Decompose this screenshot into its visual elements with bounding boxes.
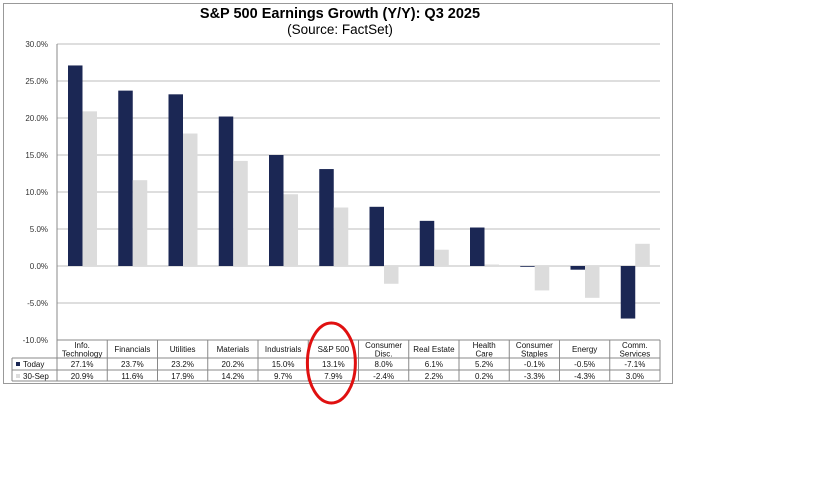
data-label: -2.4%	[373, 372, 394, 381]
data-label: 20.9%	[71, 372, 94, 381]
data-label: -0.1%	[524, 360, 545, 369]
chart-frame	[3, 3, 673, 384]
y-tick-label: 30.0%	[25, 40, 48, 49]
category-label: Disc.	[375, 350, 393, 359]
data-label: -7.1%	[624, 360, 645, 369]
category-label: Care	[475, 350, 493, 359]
legend-label: Today	[23, 360, 44, 369]
data-label: 9.7%	[274, 372, 292, 381]
bar-today-2	[168, 94, 183, 266]
category-label: Industrials	[265, 345, 301, 354]
bar-today-9	[520, 266, 535, 267]
bar-today-6	[369, 206, 384, 266]
category-label: Materials	[217, 345, 249, 354]
chart-title: S&P 500 Earnings Growth (Y/Y): Q3 2025	[199, 6, 481, 22]
category-label: Financials	[114, 345, 150, 354]
bar-30-sep-9	[534, 266, 550, 291]
category-label: Technology	[62, 350, 102, 359]
data-label: -3.3%	[524, 372, 545, 381]
category-label: Real Estate	[413, 345, 455, 354]
bar-30-sep-7	[434, 249, 449, 266]
bar-30-sep-6	[384, 266, 399, 284]
category-label: Staples	[521, 350, 548, 359]
data-label: 13.1%	[322, 360, 345, 369]
data-label: 23.7%	[121, 360, 144, 369]
bar-today-1	[118, 90, 133, 267]
bar-30-sep-2	[183, 133, 198, 266]
bar-30-sep-0	[82, 111, 97, 266]
bar-30-sep-1	[132, 180, 148, 266]
annotation-circle	[305, 321, 357, 405]
bar-today-0	[68, 65, 83, 267]
data-label: 2.2%	[425, 372, 443, 381]
chart-subtitle: (Source: FactSet)	[287, 22, 393, 37]
legend-label: 30-Sep	[23, 372, 49, 381]
bar-30-sep-5	[333, 207, 349, 266]
data-label: 11.6%	[121, 372, 143, 381]
category-label: Health	[473, 341, 496, 350]
category-label: Energy	[572, 345, 597, 354]
bar-30-sep-10	[585, 266, 600, 298]
data-label: 7.9%	[324, 372, 342, 381]
bar-today-7	[419, 220, 435, 266]
bar-30-sep-3	[233, 160, 248, 266]
data-label: 20.2%	[222, 360, 245, 369]
y-tick-label: 10.0%	[25, 188, 48, 197]
data-label: -4.3%	[574, 372, 595, 381]
data-label: 3.0%	[626, 372, 644, 381]
data-label: 8.0%	[375, 360, 393, 369]
data-label: 15.0%	[272, 360, 295, 369]
data-label: 6.1%	[425, 360, 443, 369]
bar-today-11	[620, 266, 636, 319]
category-label: Comm.	[622, 341, 648, 350]
legend-swatch-0	[16, 362, 20, 366]
y-tick-label: 0.0%	[30, 262, 48, 271]
bar-today-5	[319, 169, 334, 266]
bar-today-3	[218, 116, 234, 267]
category-label: Utilities	[170, 345, 196, 354]
bar-30-sep-8	[484, 264, 499, 266]
y-tick-label: -5.0%	[27, 299, 48, 308]
category-label: Consumer	[365, 341, 402, 350]
data-label: 5.2%	[475, 360, 493, 369]
data-label: 27.1%	[71, 360, 94, 369]
y-tick-label: 20.0%	[25, 114, 48, 123]
y-tick-label: 25.0%	[25, 77, 48, 86]
data-label: 17.9%	[171, 372, 194, 381]
category-label: S&P 500	[318, 345, 350, 354]
y-tick-label: 5.0%	[30, 225, 48, 234]
data-label: 23.2%	[171, 360, 194, 369]
bar-today-10	[570, 266, 585, 270]
data-label: 0.2%	[475, 372, 493, 381]
bar-30-sep-4	[283, 194, 298, 266]
data-label: -0.5%	[574, 360, 595, 369]
bar-today-8	[470, 227, 485, 266]
data-label: 14.2%	[222, 372, 245, 381]
y-tick-label: -10.0%	[23, 336, 48, 345]
bar-30-sep-11	[635, 243, 650, 266]
bar-today-4	[269, 155, 284, 266]
category-label: Services	[620, 350, 651, 359]
category-label: Consumer	[516, 341, 553, 350]
category-label: Info.	[74, 341, 90, 350]
y-tick-label: 15.0%	[25, 151, 48, 160]
legend-swatch-1	[16, 374, 20, 378]
